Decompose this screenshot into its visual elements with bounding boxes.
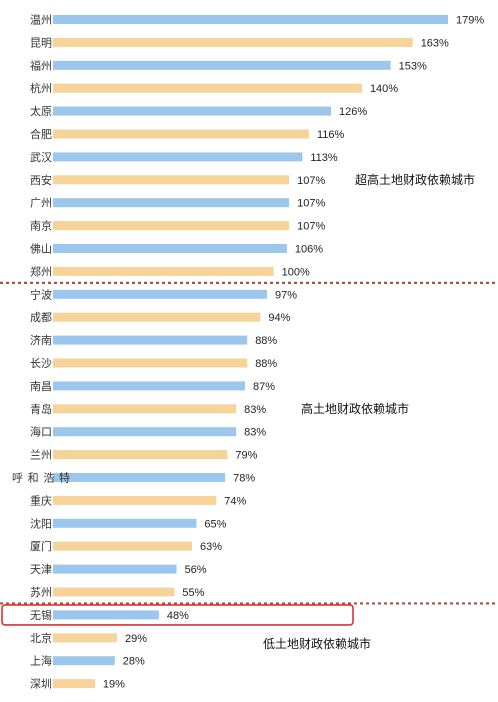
category-label-20: 兰州	[30, 449, 52, 462]
bar-1	[53, 15, 448, 24]
bar-14	[53, 312, 261, 322]
value-label-7: 113%	[310, 152, 338, 164]
bar-11	[53, 244, 287, 253]
category-label-5: 太原	[30, 105, 52, 118]
value-label-14: 94%	[268, 312, 290, 324]
highlight-box	[1, 604, 354, 626]
category-label-4: 杭州	[30, 81, 52, 95]
category-label-3: 福州	[30, 58, 52, 72]
bar-27	[53, 610, 159, 620]
value-label-22: 74%	[224, 495, 246, 507]
category-label-13: 宁波	[30, 287, 52, 301]
value-label-28: 29%	[125, 633, 147, 645]
value-label-13: 97%	[275, 289, 297, 301]
value-label-16: 88%	[255, 358, 277, 370]
value-label-1: 179%	[456, 15, 484, 27]
bar-3	[53, 60, 391, 70]
bar-17	[53, 381, 245, 391]
category-label-19: 海口	[30, 425, 52, 439]
bar-6	[53, 129, 309, 139]
bar-28	[53, 633, 117, 643]
category-label-14: 成都	[30, 311, 52, 324]
value-label-9: 107%	[297, 198, 325, 210]
value-label-24: 63%	[200, 541, 222, 553]
value-label-3: 153%	[399, 60, 427, 72]
bar-30	[53, 679, 95, 689]
category-label-27: 无锡	[30, 608, 52, 622]
category-label-7: 武汉	[30, 151, 52, 164]
bar-20	[53, 450, 228, 460]
value-label-2: 163%	[421, 37, 449, 49]
value-label-5: 126%	[339, 106, 367, 118]
category-label-28: 北京	[30, 631, 52, 645]
value-label-4: 140%	[370, 83, 398, 95]
category-label-1: 温州	[30, 14, 52, 27]
bar-24	[53, 541, 193, 551]
category-label-21: 呼和浩特	[12, 471, 70, 485]
value-label-26: 55%	[182, 587, 204, 599]
category-label-10: 南京	[30, 219, 52, 233]
bar-25	[53, 564, 177, 574]
category-label-8: 西安	[30, 173, 52, 187]
category-label-30: 深圳	[30, 678, 52, 691]
bar-19	[53, 427, 237, 437]
bar-7	[53, 152, 303, 162]
bar-12	[53, 266, 274, 276]
value-label-23: 65%	[204, 518, 226, 530]
value-label-25: 56%	[185, 564, 207, 576]
value-label-21: 78%	[233, 473, 255, 485]
value-label-10: 107%	[297, 221, 325, 233]
category-label-24: 厦门	[30, 539, 52, 553]
bar-2	[53, 37, 413, 47]
value-label-17: 87%	[253, 381, 275, 393]
bar-23	[53, 518, 197, 528]
category-label-17: 南昌	[30, 380, 52, 393]
group-label-3: 低土地财政依赖城市	[263, 636, 371, 651]
category-label-6: 合肥	[30, 127, 52, 141]
bar-9	[53, 198, 290, 208]
category-label-15: 济南	[30, 333, 52, 347]
bar-4	[53, 83, 362, 93]
category-label-11: 佛山	[30, 243, 52, 256]
value-label-29: 28%	[123, 656, 145, 668]
value-label-6: 116%	[317, 129, 345, 141]
bar-18	[53, 404, 237, 414]
value-label-15: 88%	[255, 335, 277, 347]
category-label-22: 重庆	[30, 493, 52, 507]
bar-16	[53, 358, 248, 368]
bar-5	[53, 106, 332, 116]
bar-15	[53, 335, 248, 345]
bar-22	[53, 495, 217, 505]
category-label-26: 苏州	[30, 586, 52, 599]
category-label-16: 长沙	[30, 357, 52, 370]
value-label-20: 79%	[235, 450, 257, 462]
value-label-11: 106%	[295, 244, 323, 256]
value-label-8: 107%	[297, 175, 325, 187]
group-label-1: 超高土地财政依赖城市	[355, 172, 475, 187]
group-label-2: 高土地财政依赖城市	[301, 401, 409, 416]
bar-21	[53, 473, 226, 482]
category-label-29: 上海	[30, 654, 52, 668]
category-label-2: 昆明	[30, 36, 52, 49]
bar-8	[53, 175, 290, 185]
bar-13	[53, 289, 268, 299]
value-label-30: 19%	[103, 679, 125, 691]
bar-26	[53, 587, 175, 597]
bar-29	[53, 656, 115, 666]
category-label-9: 广州	[30, 197, 52, 210]
value-label-19: 83%	[244, 427, 266, 439]
category-label-23: 沈阳	[30, 516, 52, 530]
value-label-27: 48%	[167, 610, 189, 622]
bar-10	[53, 221, 290, 231]
category-label-18: 青岛	[30, 402, 52, 416]
value-label-12: 100%	[282, 266, 310, 278]
value-label-18: 83%	[244, 404, 266, 416]
category-label-25: 天津	[30, 563, 52, 576]
category-label-12: 郑州	[30, 264, 52, 278]
